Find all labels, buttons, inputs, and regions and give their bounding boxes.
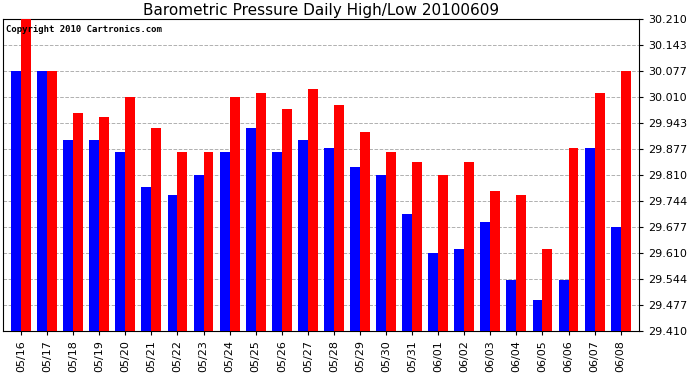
- Bar: [151, 128, 161, 331]
- Bar: [230, 97, 239, 331]
- Bar: [376, 175, 386, 331]
- Bar: [308, 89, 317, 331]
- Bar: [360, 132, 370, 331]
- Bar: [63, 140, 73, 331]
- Bar: [595, 93, 604, 331]
- Bar: [219, 152, 230, 331]
- Text: Copyright 2010 Cartronics.com: Copyright 2010 Cartronics.com: [6, 25, 162, 34]
- Title: Barometric Pressure Daily High/Low 20100609: Barometric Pressure Daily High/Low 20100…: [143, 3, 499, 18]
- Bar: [454, 249, 464, 331]
- Bar: [115, 152, 126, 331]
- Bar: [506, 280, 516, 331]
- Bar: [21, 19, 31, 331]
- Bar: [204, 152, 213, 331]
- Bar: [37, 71, 47, 331]
- Bar: [569, 148, 578, 331]
- Bar: [584, 148, 595, 331]
- Bar: [621, 71, 631, 331]
- Bar: [282, 109, 292, 331]
- Bar: [611, 227, 621, 331]
- Bar: [480, 222, 491, 331]
- Bar: [272, 152, 282, 331]
- Bar: [168, 195, 177, 331]
- Bar: [402, 214, 412, 331]
- Bar: [89, 140, 99, 331]
- Bar: [516, 195, 526, 331]
- Bar: [324, 148, 334, 331]
- Bar: [491, 190, 500, 331]
- Bar: [141, 187, 151, 331]
- Bar: [11, 71, 21, 331]
- Bar: [386, 152, 396, 331]
- Bar: [47, 71, 57, 331]
- Bar: [559, 280, 569, 331]
- Bar: [350, 167, 360, 331]
- Bar: [194, 175, 204, 331]
- Bar: [99, 117, 109, 331]
- Bar: [533, 300, 542, 331]
- Bar: [334, 105, 344, 331]
- Bar: [428, 253, 438, 331]
- Bar: [464, 162, 474, 331]
- Bar: [177, 152, 188, 331]
- Bar: [412, 162, 422, 331]
- Bar: [73, 112, 83, 331]
- Bar: [298, 140, 308, 331]
- Bar: [246, 128, 256, 331]
- Bar: [438, 175, 448, 331]
- Bar: [126, 97, 135, 331]
- Bar: [256, 93, 266, 331]
- Bar: [542, 249, 553, 331]
